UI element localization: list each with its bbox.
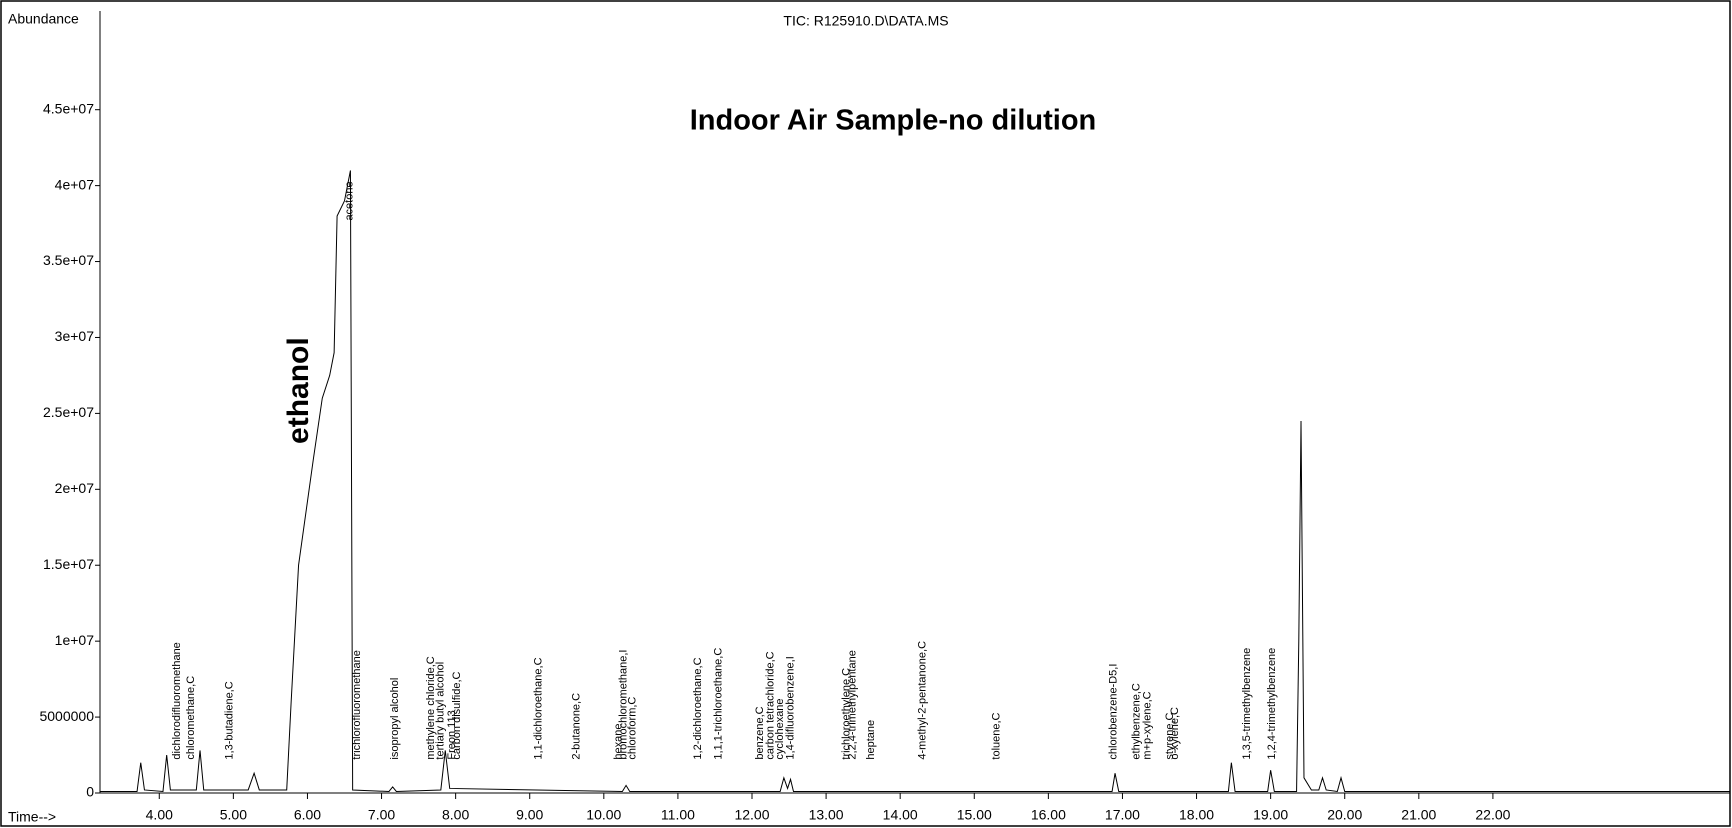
peak-label: heptane xyxy=(865,720,877,760)
peak-label: benzene,C xyxy=(754,706,766,759)
x-tick-label: 18.00 xyxy=(1179,807,1214,823)
y-tick-label: 3.5e+07 xyxy=(43,252,94,268)
y-tick-label: 4.5e+07 xyxy=(43,100,94,116)
peak-label: 1,3,5-trimethylbenzene xyxy=(1241,648,1253,760)
y-tick-label: 4e+07 xyxy=(55,176,95,192)
peak-label: cyclohexane xyxy=(774,698,786,759)
x-tick-label: 21.00 xyxy=(1401,807,1436,823)
chart-subtitle: Indoor Air Sample-no dilution xyxy=(690,105,1097,137)
x-tick-label: 17.00 xyxy=(1105,807,1140,823)
x-tick-label: 20.00 xyxy=(1327,807,1362,823)
peak-label: carbon tetrachloride,C xyxy=(764,651,776,759)
peak-label: Freon 113 xyxy=(446,710,458,759)
x-tick-label: 13.00 xyxy=(809,807,844,823)
x-tick-label: 22.00 xyxy=(1475,807,1510,823)
peak-label: 1,4-difluorobenzene,I xyxy=(784,656,796,759)
y-tick-label: 1e+07 xyxy=(55,632,95,648)
y-tick-label: 5000000 xyxy=(39,708,94,724)
y-tick-label: 2.5e+07 xyxy=(43,404,94,420)
peak-label: styrene,C xyxy=(1164,712,1176,759)
y-axis-label: Abundance xyxy=(8,11,79,27)
peak-label: chlorobenzene-D5,I xyxy=(1107,664,1119,760)
y-tick-label: 3e+07 xyxy=(55,328,95,344)
x-tick-label: 19.00 xyxy=(1253,807,1288,823)
x-tick-label: 16.00 xyxy=(1031,807,1066,823)
peak-label: 1,1,1-trichloroethane,C xyxy=(713,648,725,760)
x-tick-label: 6.00 xyxy=(294,807,321,823)
peak-label: acetone xyxy=(344,181,356,220)
peak-label: 2,2,4-trimethylpentane xyxy=(847,650,859,759)
peak-label: m+p-xylene,C xyxy=(1142,691,1154,759)
x-tick-label: 15.00 xyxy=(957,807,992,823)
peak-label: 1,1-dichloroethane,C xyxy=(533,657,545,759)
x-tick-label: 5.00 xyxy=(220,807,247,823)
x-tick-label: 12.00 xyxy=(734,807,769,823)
peak-label: o-xylene,C xyxy=(1169,707,1181,760)
x-tick-label: 14.00 xyxy=(883,807,918,823)
peak-label: 1,3-butadiene,C xyxy=(224,681,236,759)
peak-label: isopropyl alcohol xyxy=(389,678,401,760)
peak-label: dichlorodifluoromethane xyxy=(171,642,183,759)
x-tick-label: 4.00 xyxy=(146,807,173,823)
peak-label: trichloroethylene,C xyxy=(841,668,853,760)
peak-label: 2-butanone,C xyxy=(570,693,582,760)
chart-title: TIC: R125910.D\DATA.MS xyxy=(783,13,948,29)
peak-label: ethylbenzene,C xyxy=(1130,683,1142,759)
peak-label: tertiary butyl alcohol xyxy=(435,662,447,760)
x-tick-label: 7.00 xyxy=(368,807,395,823)
x-tick-label: 9.00 xyxy=(516,807,543,823)
ethanol-label: ethanol xyxy=(282,337,315,444)
y-tick-label: 1.5e+07 xyxy=(43,556,94,572)
peak-label: toluene,C xyxy=(990,712,1002,759)
peak-label: methylene chloride,C xyxy=(425,656,437,759)
x-axis-label: Time--> xyxy=(8,809,56,825)
y-tick-label: 0 xyxy=(86,784,94,800)
peak-label: carbon disulfide,C xyxy=(451,671,463,759)
peak-label: chloromethane,C xyxy=(185,676,197,760)
x-tick-label: 10.00 xyxy=(586,807,621,823)
x-tick-label: 11.00 xyxy=(661,807,695,823)
tic-trace xyxy=(100,170,1730,793)
peak-label: 1,2,4-trimethylbenzene xyxy=(1266,648,1278,760)
peak-label: bromochloromethane,I xyxy=(618,650,630,760)
x-tick-label: 8.00 xyxy=(442,807,469,823)
peak-label: 4-methyl-2-pentanone,C xyxy=(916,641,928,760)
peak-label: trichlorofluoromethane xyxy=(351,650,363,759)
y-tick-label: 2e+07 xyxy=(55,480,95,496)
peak-label: hexane xyxy=(613,724,625,760)
peak-label: chloroform,C xyxy=(627,697,639,760)
peak-label: 1,2-dichloroethane,C xyxy=(692,657,704,759)
